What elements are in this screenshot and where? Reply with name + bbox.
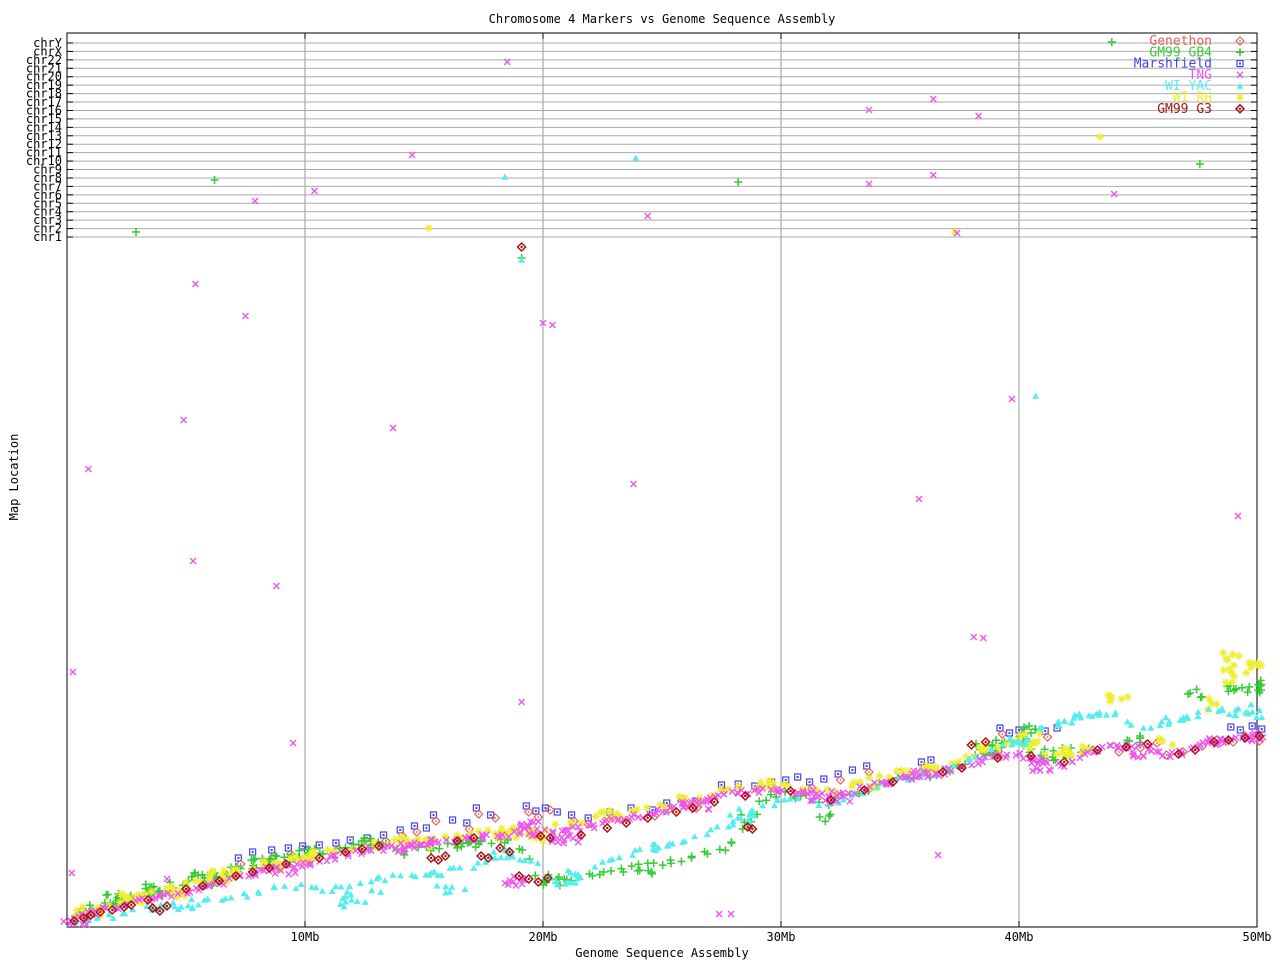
chromosome-row-label: chr3 xyxy=(33,213,62,227)
chromosome-row-label: chr2 xyxy=(33,222,62,236)
gridlines xyxy=(304,33,1020,927)
chromosome-row-label: chr5 xyxy=(33,196,62,210)
x-tick-label: 10Mb xyxy=(291,930,320,944)
x-axis-ticks: 10Mb 20Mb 30Mb 40Mb 50Mb xyxy=(291,33,1272,944)
chromosome-row-label: chr4 xyxy=(33,205,62,219)
x-axis-title: Genome Sequence Assembly xyxy=(575,946,749,960)
chromosome-row-label: chr19 xyxy=(26,78,62,92)
legend-item-gm99-gb4: GM99 GB4 xyxy=(1149,45,1244,60)
legend-label: Genethon xyxy=(1149,34,1212,49)
chromosome-row-label: chr12 xyxy=(26,137,62,151)
chromosome-row-label: chr20 xyxy=(26,70,62,84)
chromosome-row-label: chr6 xyxy=(33,188,62,202)
legend-item-genethon: Genethon xyxy=(1149,34,1245,49)
series-gm99-gb4 xyxy=(71,38,1266,922)
x-tick-label: 30Mb xyxy=(767,930,796,944)
chromosome-row-label: chrX xyxy=(33,44,63,58)
chromosome-row-label: chr1 xyxy=(33,230,62,244)
legend-label: TNG xyxy=(1189,68,1213,83)
chromosome-row-label: chr7 xyxy=(33,179,62,193)
chromosome-rows: chrYchrXchr22chr21chr20chr19chr18chr17ch… xyxy=(26,36,1257,244)
series-wi-yac xyxy=(72,154,1266,925)
x-tick-label: 50Mb xyxy=(1243,930,1272,944)
legend-label: GM99 G3 xyxy=(1157,102,1212,117)
x-tick-label: 40Mb xyxy=(1005,930,1034,944)
chromosome-row-label: chr22 xyxy=(26,53,62,67)
chromosome-row-label: chr16 xyxy=(26,103,62,117)
legend-item-wi-rh: WI RH xyxy=(1173,91,1244,106)
legend-label: Marshfield xyxy=(1134,57,1212,72)
plot-border xyxy=(66,32,1258,928)
chromosome-row-label: chr17 xyxy=(26,95,62,109)
legend-item-tng: TNG xyxy=(1189,68,1244,83)
chromosome-row-label: chrY xyxy=(33,36,63,50)
legend-item-gm99-g3: GM99 G3 xyxy=(1157,102,1246,117)
x-tick-label: 20Mb xyxy=(529,930,558,944)
chromosome-row-label: chr15 xyxy=(26,112,62,126)
legend-item-marshfield: Marshfield xyxy=(1134,57,1244,72)
legend-item-wi-yac: WI YAC xyxy=(1165,79,1244,94)
series-tng xyxy=(60,58,1267,928)
legend-label: WI RH xyxy=(1173,91,1212,106)
chromosome-row-label: chr13 xyxy=(26,129,62,143)
series-wi-rh xyxy=(71,133,1266,923)
chromosome-row-label: chr9 xyxy=(33,163,62,177)
series-marshfield xyxy=(201,722,1266,888)
legend-label: GM99 GB4 xyxy=(1149,45,1212,60)
chromosome-row-label: chr21 xyxy=(26,61,62,75)
chromosome-row-label: chr10 xyxy=(26,154,62,168)
chromosome-row-label: chr14 xyxy=(26,120,62,134)
legend-label: WI YAC xyxy=(1165,79,1212,94)
chromosome-row-label: chr18 xyxy=(26,87,62,101)
chromosome-row-label: chr11 xyxy=(26,146,62,160)
chromosome-row-label: chr8 xyxy=(33,171,62,185)
series-gm99-g3 xyxy=(69,241,1265,927)
chart-title: Chromosome 4 Markers vs Genome Sequence … xyxy=(488,12,836,26)
